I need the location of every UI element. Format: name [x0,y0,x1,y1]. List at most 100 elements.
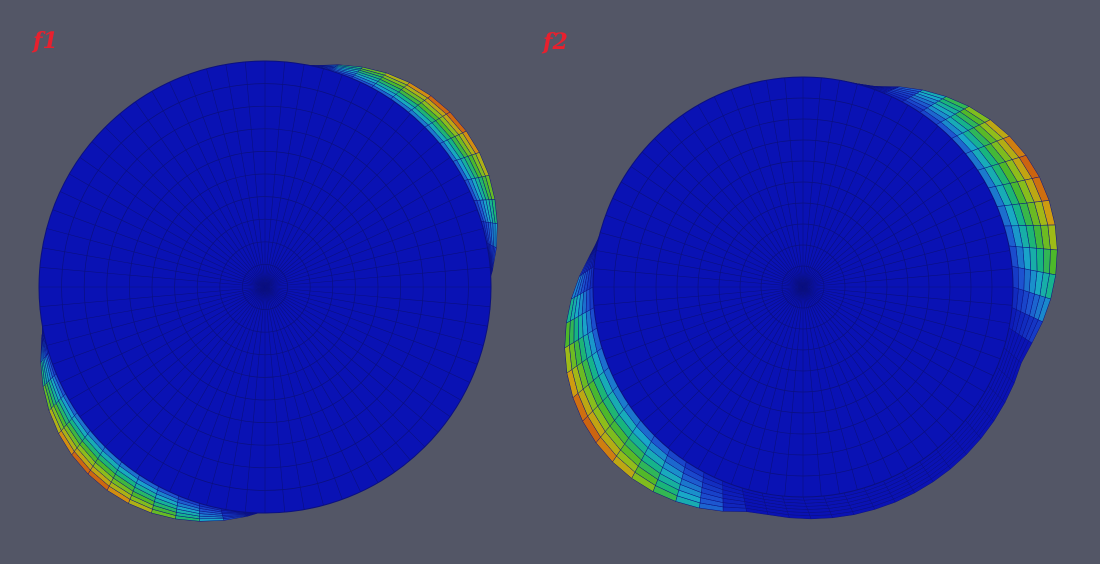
mesh-cell [1036,248,1044,273]
mesh-spoke [264,247,488,288]
mesh-spoke [802,286,840,494]
mesh-spoke [225,286,266,510]
mesh-spoke [641,151,804,288]
mesh-spoke [264,286,488,327]
mesh-spoke [225,64,266,288]
mesh-spoke [697,104,804,288]
mesh-spoke [630,166,804,288]
mesh-spoke [714,286,804,478]
mesh-spoke [802,138,952,288]
mesh-spoke [802,286,1010,324]
mesh-spoke [802,89,876,288]
mesh-spoke [264,191,470,288]
mesh-spoke [593,268,804,288]
mesh-spoke [69,286,266,401]
mesh-spoke [52,286,266,365]
mesh-spoke [264,286,379,483]
mesh-spoke [802,268,1013,288]
mesh-cell [1017,267,1025,291]
mesh-spoke [187,74,266,288]
mesh-spoke [802,286,1006,342]
mesh-spoke [245,61,266,288]
mesh-spoke [667,125,804,288]
mesh-spoke [119,286,266,461]
mesh-spoke [264,286,361,492]
mesh-spoke [612,198,804,288]
mesh-spoke [667,286,804,449]
mesh-spoke [605,286,804,360]
mesh-spoke [802,286,924,460]
mesh-spoke [802,77,822,288]
mesh-spoke [264,228,484,288]
mesh-spoke [802,286,892,478]
mesh-spoke [264,286,478,365]
mesh-spoke [264,286,411,461]
mesh-spoke [802,80,840,288]
mesh-spoke [802,286,909,470]
mesh-cell [1049,249,1058,276]
mesh-spoke [187,286,266,500]
mesh-cell [1023,268,1031,293]
mesh-spoke [682,114,804,288]
mesh-spoke [91,141,266,288]
mesh-cell [585,288,591,313]
mesh-spoke [605,214,804,288]
view-label-f2: f2 [543,29,568,55]
mesh-spoke [264,286,305,510]
mesh-spoke [245,286,266,513]
mesh-spoke [730,286,804,485]
view-label-f1: f1 [33,28,58,54]
mesh-spoke [42,247,266,288]
mesh-spoke [264,157,451,288]
mesh-cell [494,223,498,249]
mesh-spoke [264,286,484,346]
mesh-spoke [802,286,994,376]
mesh-spoke [630,286,804,408]
mesh-spoke [697,286,804,470]
mesh-spoke [641,286,804,423]
mesh-spoke [264,141,439,288]
mesh-spoke [264,173,461,288]
mesh-spoke [39,286,266,307]
mesh-spoke [802,114,924,288]
mesh-spoke [748,84,804,288]
mesh-spoke [802,250,1010,288]
mesh-spoke [79,286,266,417]
mesh-spoke [802,151,965,288]
mesh-spoke [784,286,804,497]
mesh-spoke [151,91,266,288]
mesh-spoke [104,126,266,288]
mesh-spoke [169,286,266,492]
mesh-spoke [206,286,266,506]
mesh-spoke [151,286,266,483]
mesh-spoke [135,101,266,288]
mesh-spoke [264,286,470,383]
mesh-spoke [620,181,804,288]
mesh-spoke [802,198,994,288]
mesh-spoke [802,96,892,288]
mode-shape-f2 [564,76,1058,520]
mesh-spoke [802,104,909,288]
mesh-spoke [802,286,822,497]
mesh-spoke [264,101,395,288]
mesh-spoke [802,286,976,408]
mesh-spoke [264,82,361,288]
mesh-spoke [784,77,804,288]
mesh-spoke [593,286,804,306]
mesh-spoke [802,286,1001,360]
mesh-spoke [802,286,876,485]
mesh-spoke [264,286,461,401]
mesh-spoke [104,286,266,448]
mesh-spoke [69,173,266,288]
mesh-spoke [596,286,804,324]
mesh-spoke [264,91,379,288]
mesh-spoke [620,286,804,393]
mesh-spoke [596,250,804,288]
mesh-spoke [135,286,266,473]
mesh-spoke [802,286,939,449]
mesh-spoke [264,286,395,473]
mesh-spoke [169,82,266,288]
mesh-cell [1042,248,1051,275]
mesh-spoke [264,64,305,288]
